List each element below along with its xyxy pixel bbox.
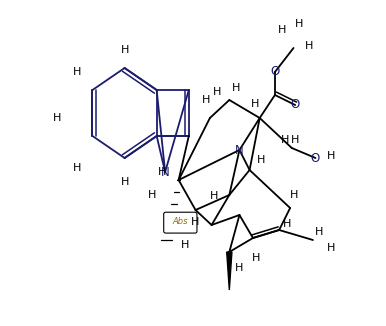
Text: H: H [201,95,210,105]
Text: N: N [235,143,244,156]
Text: H: H [181,240,190,250]
Text: H: H [232,83,240,93]
Text: H: H [283,219,291,229]
Text: Abs: Abs [173,217,188,227]
Text: H: H [73,163,81,173]
Text: H: H [251,99,259,109]
Text: O: O [311,152,320,165]
Text: H: H [252,253,261,263]
Text: H: H [257,155,266,165]
Text: N: N [161,166,169,179]
Text: H: H [191,217,200,227]
FancyBboxPatch shape [164,212,197,233]
Text: H: H [305,41,313,51]
Text: H: H [120,45,129,55]
Text: H: H [213,87,222,97]
Text: H: H [53,113,61,123]
Text: H: H [315,227,323,237]
Text: H: H [290,190,298,200]
Text: H: H [291,135,300,145]
Text: H: H [235,263,244,273]
Text: H: H [278,25,286,35]
Text: H: H [158,167,166,177]
Text: O: O [270,66,279,79]
Text: H: H [148,190,157,200]
Text: H: H [210,191,218,201]
Text: H: H [327,151,335,161]
Text: H: H [120,177,129,187]
Text: O: O [291,98,300,111]
Text: H: H [295,19,303,29]
Text: H: H [73,67,81,77]
Text: H: H [327,243,335,253]
Text: H: H [281,135,289,145]
Polygon shape [227,252,232,290]
